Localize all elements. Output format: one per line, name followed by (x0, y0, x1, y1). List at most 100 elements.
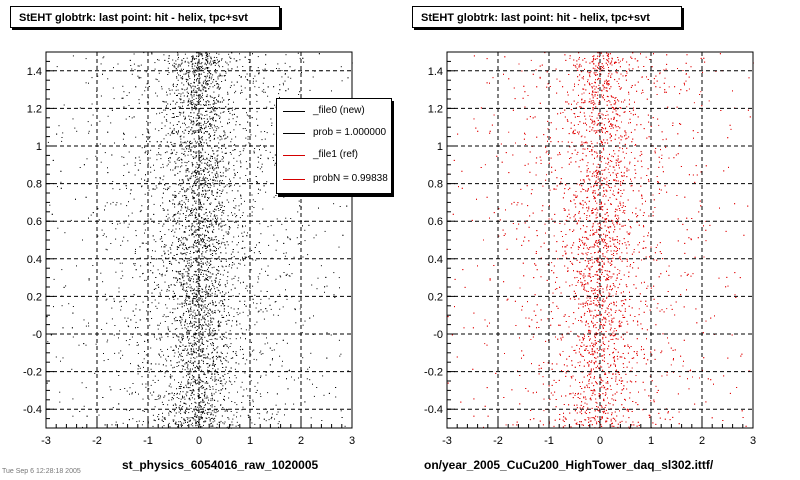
data-point (205, 125, 207, 127)
data-point (128, 215, 130, 217)
data-point (192, 326, 193, 328)
data-point (148, 132, 150, 134)
data-point (182, 244, 184, 246)
data-point (207, 190, 209, 192)
data-point (259, 168, 261, 170)
data-point (199, 127, 201, 129)
data-point (180, 209, 182, 211)
data-point (190, 360, 192, 362)
data-point (234, 172, 236, 174)
data-point (203, 203, 205, 205)
data-point (213, 360, 215, 362)
data-point (254, 247, 256, 248)
data-point (50, 334, 52, 336)
data-point (213, 108, 215, 110)
data-point (240, 195, 242, 197)
data-point (104, 209, 105, 211)
data-point (194, 332, 196, 334)
data-point (202, 315, 204, 317)
data-point (179, 273, 181, 275)
data-point (170, 386, 172, 388)
data-point (190, 320, 191, 322)
data-point (207, 180, 209, 181)
data-point (186, 175, 188, 177)
data-point (195, 274, 197, 276)
data-point (188, 268, 190, 270)
data-point (89, 184, 91, 185)
data-point (201, 328, 203, 330)
data-point (162, 404, 164, 405)
data-point (219, 160, 221, 162)
data-point (198, 268, 200, 270)
data-point (143, 223, 145, 225)
data-point (195, 281, 197, 283)
data-point (112, 181, 114, 182)
data-point (200, 411, 202, 413)
data-point (205, 104, 207, 106)
data-point (182, 395, 183, 397)
data-point (289, 238, 291, 240)
data-point (120, 244, 122, 246)
data-point (197, 52, 199, 54)
data-point (220, 389, 222, 391)
data-point (232, 149, 234, 151)
data-point (208, 289, 210, 290)
data-point (167, 348, 168, 350)
data-point (182, 108, 184, 109)
data-point (235, 377, 237, 379)
data-point (196, 88, 198, 90)
data-point (223, 305, 225, 307)
data-point (194, 58, 195, 60)
data-point (284, 62, 286, 64)
data-point (196, 123, 198, 125)
data-point (118, 287, 120, 289)
data-point (199, 137, 201, 139)
data-point (225, 231, 227, 233)
data-point (268, 298, 270, 300)
data-point (209, 370, 210, 372)
data-point (199, 164, 201, 166)
data-point (256, 111, 258, 113)
data-point (256, 303, 258, 305)
data-point (302, 324, 304, 326)
data-point (240, 259, 241, 261)
data-point (210, 377, 212, 379)
data-point (214, 134, 216, 136)
data-point (187, 178, 189, 180)
data-point (116, 202, 118, 204)
data-point (254, 294, 256, 296)
data-point (194, 106, 196, 108)
data-point (227, 417, 229, 419)
data-point (76, 265, 77, 267)
data-point (223, 269, 225, 271)
data-point (184, 195, 185, 196)
data-point (199, 324, 201, 326)
data-point (203, 242, 205, 244)
data-point (159, 177, 161, 178)
data-point (206, 293, 208, 295)
data-point (225, 366, 227, 368)
data-point (197, 393, 199, 395)
data-point (216, 258, 218, 260)
data-point (86, 415, 88, 417)
data-point (185, 237, 187, 239)
data-point (180, 252, 182, 254)
data-point (179, 278, 181, 280)
data-point (210, 343, 212, 345)
data-point (247, 215, 249, 217)
data-point (202, 158, 204, 160)
data-point (184, 231, 186, 233)
data-point (183, 289, 185, 291)
data-point (124, 317, 126, 319)
data-point (226, 241, 228, 243)
data-point (138, 77, 140, 79)
data-point (211, 292, 213, 294)
data-point (179, 213, 181, 215)
data-point (203, 373, 205, 375)
data-point (285, 289, 286, 291)
data-point (191, 190, 193, 192)
data-point (302, 256, 304, 258)
data-point (207, 60, 209, 62)
data-point (214, 250, 216, 252)
data-point (205, 307, 207, 309)
